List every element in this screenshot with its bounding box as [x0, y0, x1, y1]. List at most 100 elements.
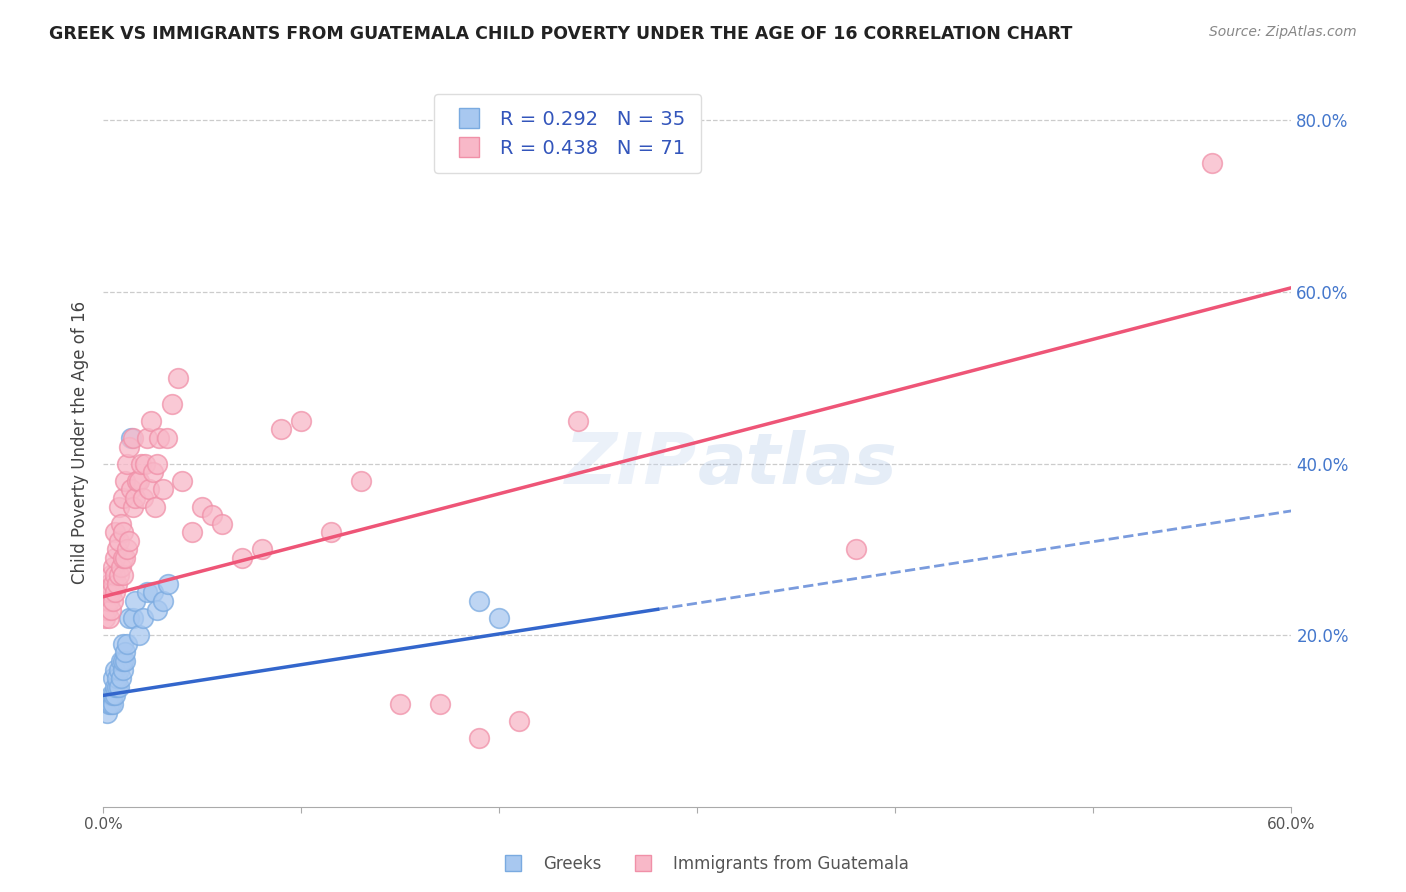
Point: [115, 457, 138, 471]
Point: [96, 706, 118, 720]
Point: [111, 525, 134, 540]
Point: [134, 457, 156, 471]
Point: [142, 585, 165, 599]
Point: [94, 611, 117, 625]
Point: [125, 474, 148, 488]
Point: [104, 663, 127, 677]
Point: [201, 508, 224, 523]
Point: [104, 525, 127, 540]
Point: [468, 594, 491, 608]
Point: [101, 559, 124, 574]
Point: [157, 577, 180, 591]
Point: [231, 551, 253, 566]
Point: [114, 654, 136, 668]
Point: [105, 680, 128, 694]
Point: [96, 585, 118, 599]
Point: [111, 654, 134, 668]
Point: [114, 645, 136, 659]
Point: [105, 671, 128, 685]
Point: [98, 611, 121, 625]
Point: [111, 568, 134, 582]
Legend: Greeks, Immigrants from Guatemala: Greeks, Immigrants from Guatemala: [491, 848, 915, 880]
Point: [110, 654, 132, 668]
Point: [100, 697, 122, 711]
Point: [101, 697, 124, 711]
Point: [114, 474, 136, 488]
Point: [135, 431, 157, 445]
Point: [250, 542, 273, 557]
Point: [100, 689, 122, 703]
Point: [96, 602, 118, 616]
Point: [319, 525, 342, 540]
Point: [129, 457, 152, 471]
Point: [120, 483, 142, 497]
Point: [98, 577, 121, 591]
Point: [121, 431, 143, 445]
Point: [567, 414, 589, 428]
Point: [132, 611, 155, 625]
Y-axis label: Child Poverty Under the Age of 16: Child Poverty Under the Age of 16: [72, 301, 89, 583]
Point: [1201, 156, 1223, 170]
Point: [110, 671, 132, 685]
Point: [270, 422, 292, 436]
Point: [191, 500, 214, 514]
Point: [132, 491, 155, 505]
Point: [111, 551, 134, 566]
Point: [115, 637, 138, 651]
Point: [162, 396, 184, 410]
Text: atlas: atlas: [697, 430, 897, 499]
Point: [124, 491, 146, 505]
Point: [108, 568, 131, 582]
Point: [155, 431, 177, 445]
Point: [105, 542, 128, 557]
Point: [108, 500, 131, 514]
Point: [118, 611, 141, 625]
Point: [111, 491, 134, 505]
Point: [100, 585, 122, 599]
Point: [152, 594, 174, 608]
Point: [100, 568, 122, 582]
Point: [135, 585, 157, 599]
Point: [143, 500, 166, 514]
Point: [211, 516, 233, 531]
Point: [152, 483, 174, 497]
Point: [148, 431, 170, 445]
Point: [101, 577, 124, 591]
Point: [128, 628, 150, 642]
Point: [101, 689, 124, 703]
Point: [120, 431, 142, 445]
Point: [108, 663, 131, 677]
Point: [110, 516, 132, 531]
Point: [468, 731, 491, 746]
Point: [145, 457, 167, 471]
Text: Source: ZipAtlas.com: Source: ZipAtlas.com: [1209, 25, 1357, 39]
Point: [118, 533, 141, 548]
Point: [104, 551, 127, 566]
Point: [108, 680, 131, 694]
Point: [104, 680, 127, 694]
Point: [121, 500, 143, 514]
Point: [111, 663, 134, 677]
Point: [488, 611, 510, 625]
Point: [104, 585, 127, 599]
Point: [167, 371, 190, 385]
Point: [181, 525, 204, 540]
Point: [290, 414, 312, 428]
Point: [128, 474, 150, 488]
Legend: R = 0.292   N = 35, R = 0.438   N = 71: R = 0.292 N = 35, R = 0.438 N = 71: [433, 95, 700, 173]
Point: [139, 414, 162, 428]
Text: GREEK VS IMMIGRANTS FROM GUATEMALA CHILD POVERTY UNDER THE AGE OF 16 CORRELATION: GREEK VS IMMIGRANTS FROM GUATEMALA CHILD…: [49, 25, 1073, 43]
Point: [138, 483, 160, 497]
Point: [101, 594, 124, 608]
Point: [845, 542, 868, 557]
Point: [115, 542, 138, 557]
Point: [349, 474, 371, 488]
Point: [429, 697, 451, 711]
Point: [508, 714, 530, 728]
Point: [118, 440, 141, 454]
Point: [101, 671, 124, 685]
Point: [98, 594, 121, 608]
Point: [104, 689, 127, 703]
Point: [121, 611, 143, 625]
Point: [100, 602, 122, 616]
